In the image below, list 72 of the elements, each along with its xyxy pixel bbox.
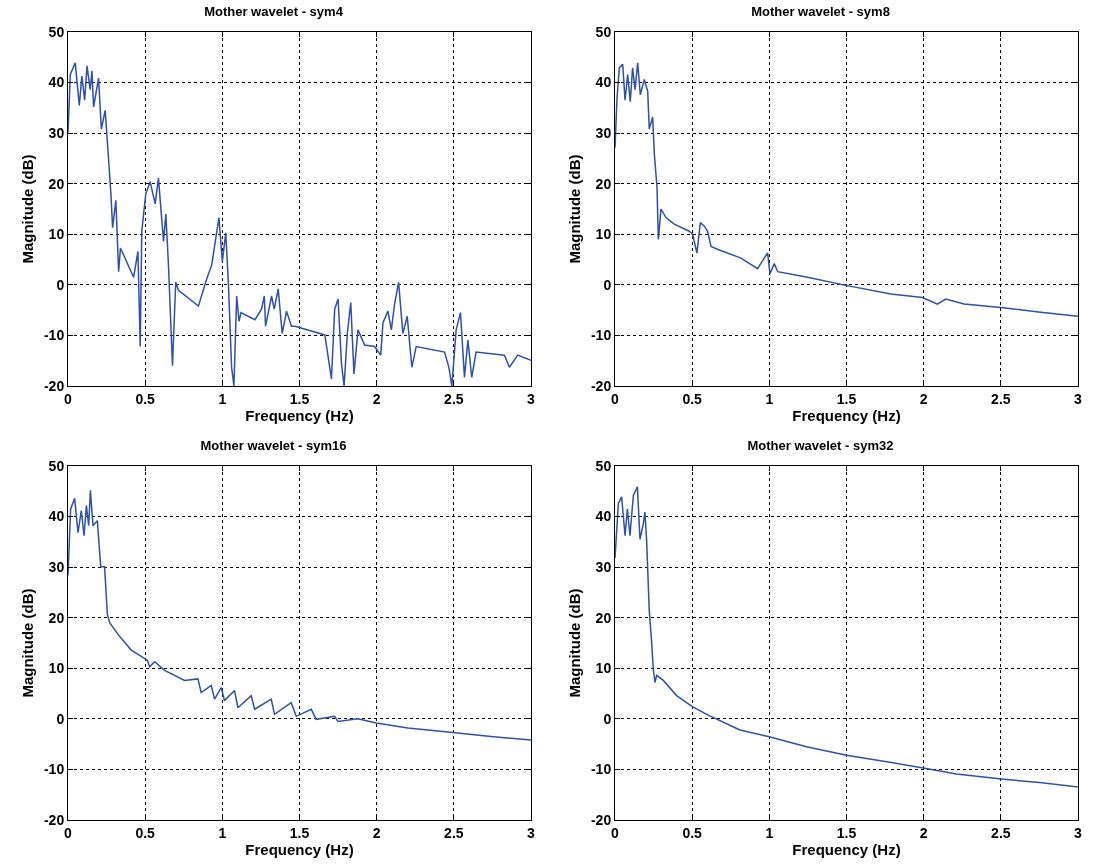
x-tick-label: 1: [218, 824, 227, 841]
x-tick-label: 2: [372, 824, 381, 841]
y-tick-label: 0: [603, 710, 612, 727]
x-tick-label: 0.5: [135, 390, 156, 407]
chart-title: Mother wavelet - sym8: [751, 3, 890, 19]
y-tick-label: 30: [48, 559, 65, 576]
x-tick-label: 2.5: [444, 390, 464, 407]
x-tick-label: 1.5: [289, 390, 310, 407]
x-tick-label: 0.5: [135, 824, 156, 841]
line-series: [615, 485, 1078, 788]
x-tick-label: 2.5: [991, 824, 1011, 841]
y-tick-label: 0: [56, 710, 65, 727]
y-tick-label: 10: [595, 226, 612, 243]
y-tick-label: 40: [48, 74, 65, 91]
x-tick-label: 0.5: [682, 824, 703, 841]
y-tick-label: -20: [43, 377, 65, 394]
y-tick-label: 10: [48, 660, 65, 677]
y-tick-label: 30: [595, 559, 612, 576]
x-tick-label: 2: [919, 824, 928, 841]
x-tick-label: 2.5: [991, 390, 1011, 407]
y-tick-label: 30: [595, 125, 612, 142]
chart-title: Mother wavelet - sym16: [200, 437, 347, 453]
y-tick-label: 0: [56, 276, 65, 293]
x-tick-label: 1: [765, 824, 774, 841]
x-tick-label: 3: [1074, 390, 1083, 407]
y-axis-title: Magnitude (dB): [19, 588, 37, 698]
y-axis-title: Magnitude (dB): [19, 154, 37, 264]
x-tick-label: 2: [919, 390, 928, 407]
y-tick-label: 30: [48, 125, 65, 142]
x-axis-title: Frequency (Hz): [245, 840, 354, 858]
x-tick-label: 1.5: [836, 390, 857, 407]
x-tick-label: 3: [1074, 824, 1083, 841]
x-tick-label: 3: [527, 390, 536, 407]
x-tick-label: 1: [218, 390, 227, 407]
x-axis-title: Frequency (Hz): [792, 840, 901, 858]
y-tick-label: 20: [48, 175, 65, 192]
y-tick-label: 20: [595, 175, 612, 192]
y-tick-label: 50: [595, 457, 612, 474]
y-tick-label: -10: [43, 327, 65, 344]
line-series: [68, 62, 531, 386]
x-tick-label: 2.5: [444, 824, 464, 841]
y-tick-label: 40: [595, 508, 612, 525]
x-axis-title: Frequency (Hz): [245, 406, 354, 424]
y-tick-label: 50: [48, 23, 65, 40]
y-tick-label: 50: [595, 23, 612, 40]
y-tick-label: 50: [48, 457, 65, 474]
y-tick-label: -20: [43, 811, 65, 828]
y-axis-title: Magnitude (dB): [566, 588, 584, 698]
y-tick-label: -10: [43, 761, 65, 778]
chart-title: Mother wavelet - sym32: [747, 437, 894, 453]
y-tick-label: -10: [590, 327, 612, 344]
y-tick-label: 40: [48, 508, 65, 525]
x-tick-label: 3: [527, 824, 536, 841]
y-tick-label: 0: [603, 276, 612, 293]
y-tick-label: -20: [590, 377, 612, 394]
x-tick-label: 0.5: [682, 390, 703, 407]
y-tick-label: 10: [48, 226, 65, 243]
y-tick-label: 40: [595, 74, 612, 91]
y-tick-label: 20: [595, 609, 612, 626]
y-tick-label: 10: [595, 660, 612, 677]
x-tick-label: 2: [372, 390, 381, 407]
x-tick-label: 1.5: [289, 824, 310, 841]
y-tick-label: -20: [590, 811, 612, 828]
x-tick-label: 1.5: [836, 824, 857, 841]
x-tick-label: 1: [765, 390, 774, 407]
chart-title: Mother wavelet - sym4: [204, 3, 344, 19]
x-axis-title: Frequency (Hz): [792, 406, 901, 424]
line-series: [615, 62, 1078, 317]
y-tick-label: 20: [48, 609, 65, 626]
y-tick-label: -10: [590, 761, 612, 778]
y-axis-title: Magnitude (dB): [566, 154, 584, 264]
line-series: [68, 489, 531, 741]
